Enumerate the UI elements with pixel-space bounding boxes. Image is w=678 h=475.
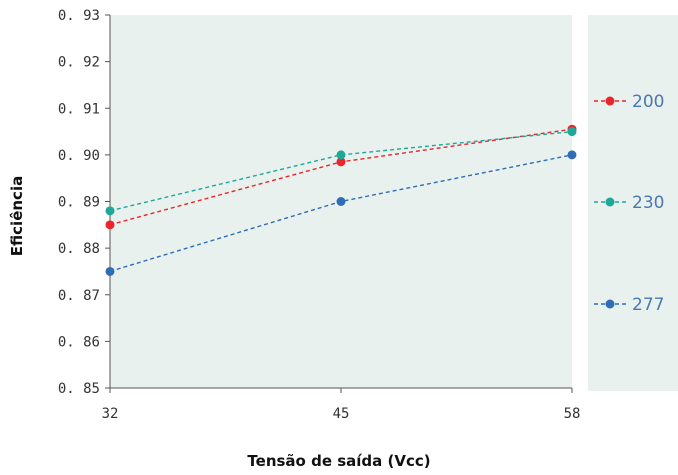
- series-277: [105, 150, 577, 276]
- y-tick-label: 0. 88: [58, 241, 100, 257]
- y-tick-label: 0. 87: [58, 288, 100, 304]
- y-tick-label: 0. 90: [58, 148, 100, 164]
- x-tick-label: 45: [333, 406, 350, 422]
- legend-label: 277: [632, 295, 664, 315]
- legend: 200 230 277: [594, 92, 664, 315]
- x-tick-label: 58: [564, 406, 581, 422]
- legend-label: 230: [632, 193, 664, 213]
- series-230: [105, 127, 577, 216]
- data-point: [567, 127, 577, 137]
- data-point: [336, 197, 346, 206]
- legend-marker: [605, 197, 615, 207]
- data-point: [336, 157, 346, 167]
- x-axis-ticks: 32 45 58: [102, 388, 581, 422]
- y-tick-label: 0. 93: [58, 8, 100, 24]
- data-point: [567, 150, 577, 160]
- y-tick-label: 0. 85: [58, 381, 100, 397]
- x-axis-title: Tensão de saída (Vcc): [247, 452, 430, 470]
- legend-background: [588, 15, 678, 391]
- data-point: [105, 206, 115, 216]
- y-axis-ticks: 0. 85 0. 86 0. 87 0. 88 0. 89 0. 90 0. 91 0. 92…: [58, 8, 110, 397]
- x-tick-label: 32: [102, 406, 119, 422]
- legend-marker: [605, 299, 615, 309]
- data-point: [336, 150, 346, 160]
- legend-item-277: 277: [594, 295, 664, 315]
- y-axis-title: Eficiência: [8, 176, 26, 256]
- data-point: [105, 266, 115, 276]
- legend-label: 200: [632, 92, 664, 112]
- data-point: [105, 220, 115, 230]
- legend-item-230: 230: [594, 193, 664, 213]
- y-tick-label: 0. 86: [58, 334, 100, 350]
- y-tick-label: 0. 92: [58, 55, 100, 71]
- series-layer: [105, 124, 577, 276]
- legend-item-200: 200: [594, 92, 664, 112]
- legend-marker: [605, 96, 615, 106]
- series-line: [109, 130, 573, 212]
- y-tick-label: 0. 89: [58, 195, 100, 211]
- y-tick-label: 0. 91: [58, 101, 100, 117]
